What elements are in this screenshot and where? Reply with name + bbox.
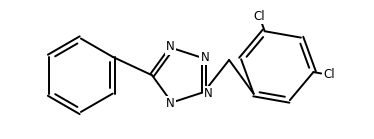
Text: N: N bbox=[166, 97, 175, 110]
Text: N: N bbox=[166, 40, 175, 53]
Text: N: N bbox=[201, 51, 209, 64]
Text: Cl: Cl bbox=[254, 10, 265, 23]
Text: N: N bbox=[204, 87, 213, 100]
Text: Cl: Cl bbox=[324, 68, 335, 81]
